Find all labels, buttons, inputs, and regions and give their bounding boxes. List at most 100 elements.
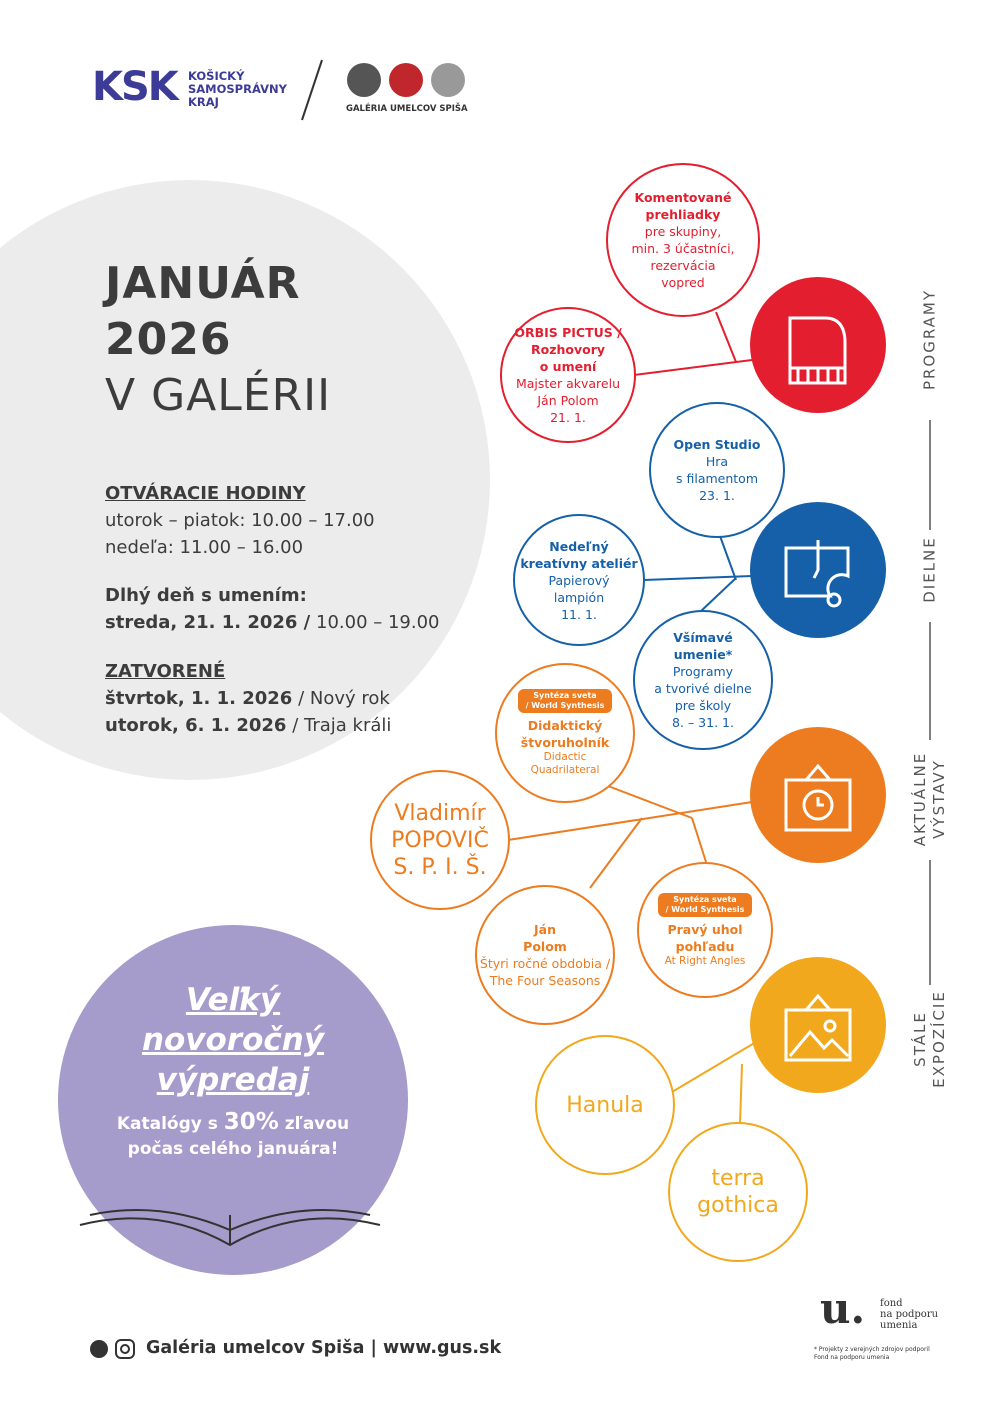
bubble: Vladimír POPOVIČ S. P. I. Š. [370,770,510,910]
bubble-title: POPOVIČ [391,827,489,853]
fund-name: fond na podporu umenia [880,1298,938,1331]
bubble: Syntéza sveta / World Synthesis Pravý uhol… [637,862,773,998]
bubble: terra gothica [668,1122,808,1262]
closed: ZATVORENÉ štvrtok, 1. 1. 2026 / Nový rok… [105,658,391,739]
bubble-text: Quadrilateral [530,764,600,776]
bubble: Komentované prehliadky pre skupiny, min. 3 … [606,163,760,317]
bubble-text: s filamentom [675,471,758,486]
fund-line: umenia [880,1320,918,1331]
bubble-text: pre školy [674,698,732,713]
bubble-text: 11. 1. [561,606,597,622]
sale: Veľký novoročný výpredaj Katalógy s 30% zľ… [70,980,396,1162]
closed-note: / Nový rok [298,688,390,709]
sale-title: Veľký [185,982,281,1018]
bubble-title: prehliadky [645,207,721,222]
fund-mark: u. [820,1284,866,1333]
bubble-title: Didaktický [527,718,603,733]
badge-line: Syntéza sveta [673,894,737,904]
side-label-line: AKTUÁLNE [911,751,929,847]
bubble-title: pohľadu [675,938,735,954]
bubble-text: Programy [672,664,734,679]
bubble-text: lampión [553,589,605,605]
bubble-text: Hra [705,454,729,469]
bubble-text: a tvorivé dielne [654,681,752,696]
bubble-text: 8. – 31. 1. [672,715,734,730]
bubble-title: gothica [697,1193,779,1218]
bubble-title: S. P. I. Š. [393,854,487,880]
bubble-title: Polom [523,939,567,954]
badge-line: / World Synthesis [525,701,605,710]
sale-text: Katalógy s [116,1114,218,1134]
bubble-title: Ján [534,922,556,937]
bubble-title: o umení [539,359,597,374]
bubble-text: Ján Polom [537,393,599,408]
bubble-text: Majster akvarelu [515,376,621,391]
bubble: Ján Polom Štyri ročné obdobia / The Four Se… [475,885,615,1025]
long-day-heading: Dlhý deň s umením: [105,585,307,606]
ksk-line: KRAJ [188,95,219,109]
side-label-line: DIELNE [920,536,939,603]
bubble-badge: Syntéza sveta / World Synthesis [657,892,753,917]
sale-title: novoročný [141,1022,325,1058]
hours-line: nedeľa: 11.00 – 16.00 [105,537,304,558]
bubble-text: vopred [661,275,705,290]
badge-line: / World Synthesis [665,904,745,914]
bubble-title: Open Studio [673,437,761,452]
ksk-name: KOŠICKÝ SAMOSPRÁVNY KRAJ [188,70,287,109]
bubble-title: kreatívny ateliér [520,555,638,571]
sale-text: zľavou [284,1114,350,1134]
bubble-title: Vladimír [394,800,486,826]
bubble-title: Nedeľný [549,538,609,554]
bubble-title: Všímavé [673,630,733,645]
bubble-badge: Syntéza sveta / World Synthesis [517,689,613,713]
sale-title: výpredaj [156,1062,310,1098]
closed-date: štvrtok, 1. 1. 2026 [105,688,293,709]
badge-line: Syntéza sveta [533,691,597,700]
social-icons [90,1339,135,1359]
closed-note: / Traja králi [292,715,392,736]
bubble-title: ORBIS PICTUS / [514,325,622,340]
bubble: Open Studio Hra s filamentom 23. 1. [649,402,785,538]
bubble-text: min. 3 účastníci, [631,241,735,256]
bubble-title: štvoruholník [520,735,610,750]
side-label: DIELNE [921,490,940,650]
side-label: AKTUÁLNE VÝSTAVY [911,719,949,879]
gallery-name: GALÉRIA UMELCOV SPIŠA [346,104,468,114]
fund-note: * Projekty z verejných zdrojov podporil F… [814,1346,930,1362]
side-label: PROGRAMY [921,260,940,420]
ksk-line: KOŠICKÝ [188,69,245,83]
title-line: 2026 [105,314,232,365]
hours-line: utorok – piatok: 10.00 – 17.00 [105,510,375,531]
bubble-text: pre skupiny, [644,224,722,239]
closed-heading: ZATVORENÉ [105,661,226,682]
title-line: V GALÉRII [105,370,332,421]
bubble: Nedeľný kreatívny ateliér Papierový lampión… [513,514,645,646]
bubble-title: Pravý uhol [667,921,743,937]
closed-date: utorok, 6. 1. 2026 [105,715,287,736]
bubble-title: Rozhovory [530,342,606,357]
footer: Galéria umelcov Spiša | www.gus.sk [146,1338,502,1358]
title-line: JANUÁR [105,258,301,309]
bubble-text: Štyri ročné obdobia / [479,956,611,971]
bubble-text: 23. 1. [699,488,735,503]
bubble-text: At Right Angles [664,954,746,967]
sale-line: počas celého januára! [127,1139,339,1159]
fund-line: fond [880,1298,903,1309]
hours-heading: OTVÁRACIE HODINY [105,483,306,504]
bubble-text: Papierový [548,572,610,588]
bubble: Hanula [535,1035,675,1175]
title: JANUÁR 2026 V GALÉRII [105,256,331,424]
side-label-line: EXPOZÍCIE [930,990,948,1088]
bubble-title: Komentované [634,190,732,205]
bubble-title: umenie* [673,647,733,662]
ksk-line: SAMOSPRÁVNY [188,82,287,96]
bubble: Všímavé umenie* Programy a tvorivé dielne pr… [633,610,773,750]
ksk-mark: KSK [92,64,179,110]
long-day-time: 10.00 – 19.00 [316,612,440,633]
long-day: Dlhý deň s umením: streda, 21. 1. 2026 /… [105,582,440,636]
hours: OTVÁRACIE HODINY utorok – piatok: 10.00 … [105,480,375,561]
bubble-text: The Four Seasons [489,973,601,988]
side-label-line: VÝSTAVY [930,759,948,839]
